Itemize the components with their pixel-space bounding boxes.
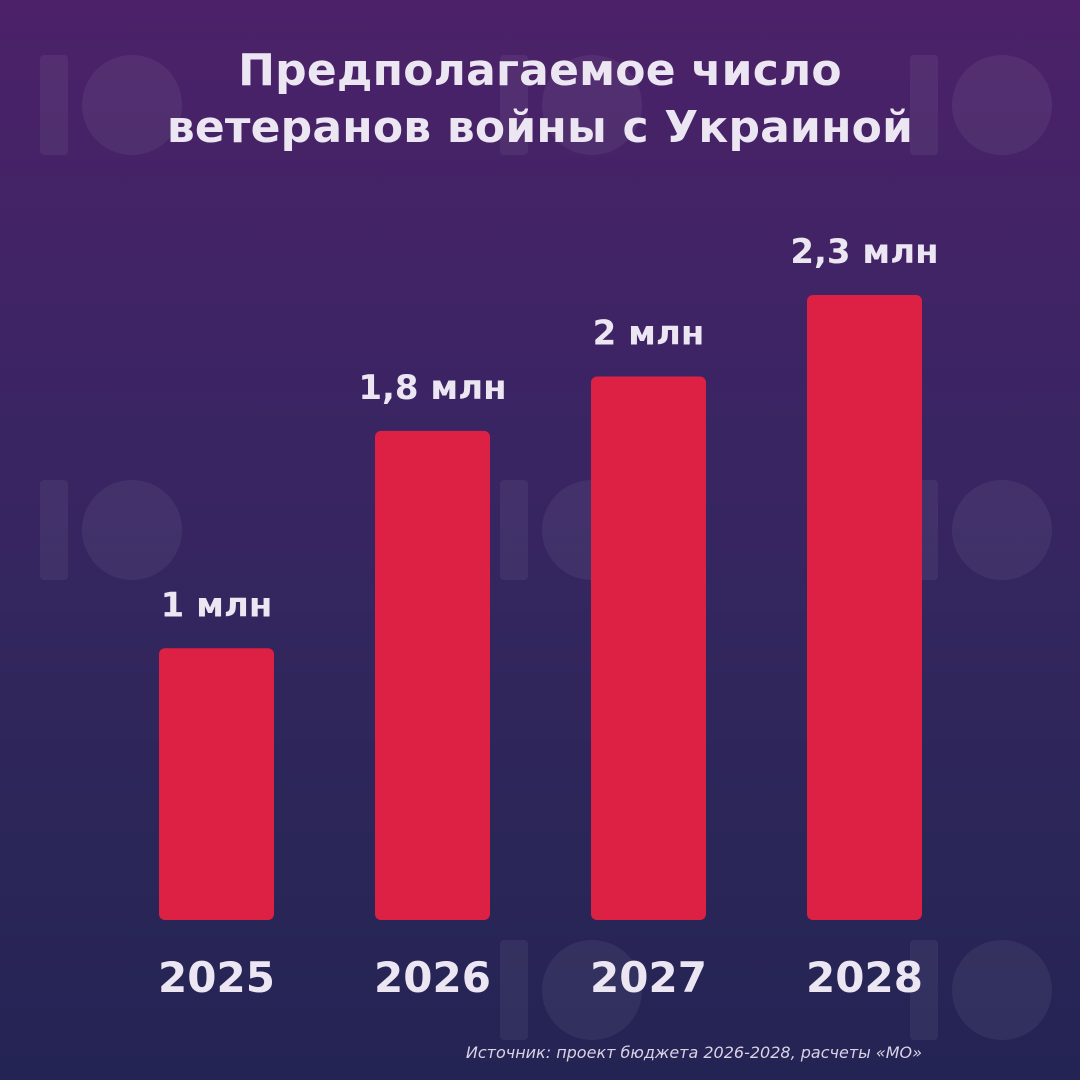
bar-2026 xyxy=(375,430,490,920)
x-tick-label-2025: 2025 xyxy=(158,953,275,1002)
x-tick-label-2028: 2028 xyxy=(806,953,923,1002)
data-label-2028: 2,3 млн xyxy=(790,232,938,272)
source-note: Источник: проект бюджета 2026-2028, расч… xyxy=(465,1043,922,1062)
bar-2028 xyxy=(807,295,922,920)
data-label-2027: 2 млн xyxy=(593,314,705,354)
chart-title-line-2: ветеранов войны с Украиной xyxy=(166,102,914,153)
x-tick-label-2026: 2026 xyxy=(374,953,491,1002)
data-label-2026: 1,8 млн xyxy=(358,368,506,408)
bar-2025 xyxy=(159,648,274,920)
data-label-2025: 1 млн xyxy=(161,585,273,625)
x-tick-label-2027: 2027 xyxy=(590,953,707,1002)
bar-2027 xyxy=(591,376,706,920)
chart-title-line-1: Предполагаемое число xyxy=(238,45,842,96)
